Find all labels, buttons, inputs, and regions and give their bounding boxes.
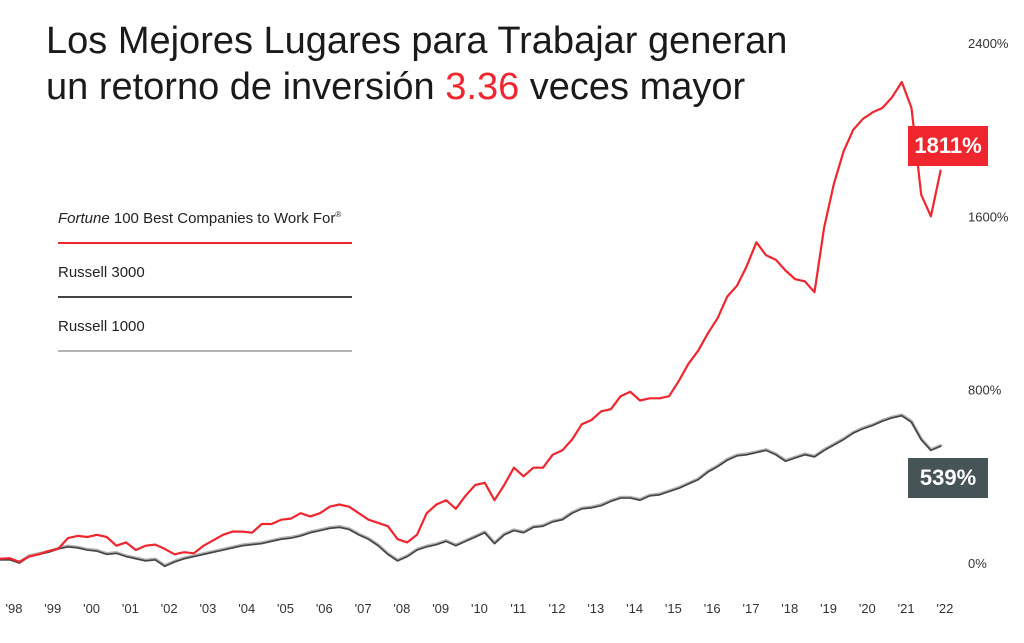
x-tick-label: '09 xyxy=(432,601,449,616)
x-tick-label: '02 xyxy=(161,601,178,616)
chart-title: Los Mejores Lugares para Trabajar genera… xyxy=(46,18,896,110)
x-tick-label: '13 xyxy=(587,601,604,616)
registered-mark: ® xyxy=(335,210,342,219)
russell-3000-line xyxy=(0,414,942,568)
legend-label-fortune: Fortune 100 Best Companies to Work For® xyxy=(58,210,341,227)
x-tick-label: '07 xyxy=(355,601,372,616)
x-tick-label: '12 xyxy=(549,601,566,616)
legend-label-fortune-rest: 100 Best Companies to Work For xyxy=(109,210,336,227)
title-line-2-suffix: veces mayor xyxy=(519,66,746,108)
y-tick-label: 800% xyxy=(968,383,1002,398)
x-tick-label: '06 xyxy=(316,601,333,616)
y-tick-label: 1600% xyxy=(968,209,1009,224)
legend-swatch-fortune xyxy=(58,242,352,244)
title-line-1: Los Mejores Lugares para Trabajar genera… xyxy=(46,20,788,62)
legend-swatch-russell-3000 xyxy=(58,296,352,298)
legend-item-russell-1000: Russell 1000 xyxy=(58,298,352,352)
x-tick-label: '03 xyxy=(199,601,216,616)
x-tick-label: '00 xyxy=(83,601,100,616)
x-tick-label: '17 xyxy=(742,601,759,616)
x-tick-label: '04 xyxy=(238,601,255,616)
x-tick-label: '20 xyxy=(859,601,876,616)
legend-item-fortune: Fortune 100 Best Companies to Work For® xyxy=(58,190,352,244)
y-axis-ticks: 0% 800% 1600% 2400% xyxy=(968,36,1009,571)
x-tick-label: '11 xyxy=(510,601,526,616)
badge-fortune-return: 1811% xyxy=(908,126,988,166)
x-axis-ticks: '98 '99 '00 '01 '02 '03 '04 '05 '06 '07 '08 '09 '10 '… xyxy=(6,601,954,616)
x-tick-label: '18 xyxy=(781,601,798,616)
badge-russell-return: 539% xyxy=(908,458,988,498)
legend-label-russell-3000: Russell 3000 xyxy=(58,264,145,281)
legend: Fortune 100 Best Companies to Work For® … xyxy=(58,190,352,352)
title-highlight: 3.36 xyxy=(445,66,520,108)
x-tick-label: '16 xyxy=(704,601,721,616)
x-tick-label: '99 xyxy=(44,601,61,616)
legend-label-russell-1000: Russell 1000 xyxy=(58,318,145,335)
legend-swatch-russell-1000 xyxy=(58,350,352,352)
y-tick-label: 0% xyxy=(968,556,987,571)
x-tick-label: '14 xyxy=(626,601,643,616)
fortune-100-line xyxy=(0,80,942,563)
y-tick-label: 2400% xyxy=(968,36,1009,51)
title-line-2-prefix: un retorno de inversión xyxy=(46,66,446,108)
x-tick-label: '22 xyxy=(936,601,953,616)
x-tick-label: '05 xyxy=(277,601,294,616)
x-tick-label: '10 xyxy=(471,601,488,616)
legend-item-russell-3000: Russell 3000 xyxy=(58,244,352,298)
legend-label-fortune-italic: Fortune xyxy=(58,210,110,227)
x-tick-label: '19 xyxy=(820,601,837,616)
x-tick-label: '01 xyxy=(122,601,139,616)
series-layer xyxy=(0,80,943,568)
x-tick-label: '21 xyxy=(898,601,915,616)
x-tick-label: '08 xyxy=(393,601,410,616)
x-tick-label: '98 xyxy=(6,601,23,616)
x-tick-label: '15 xyxy=(665,601,682,616)
